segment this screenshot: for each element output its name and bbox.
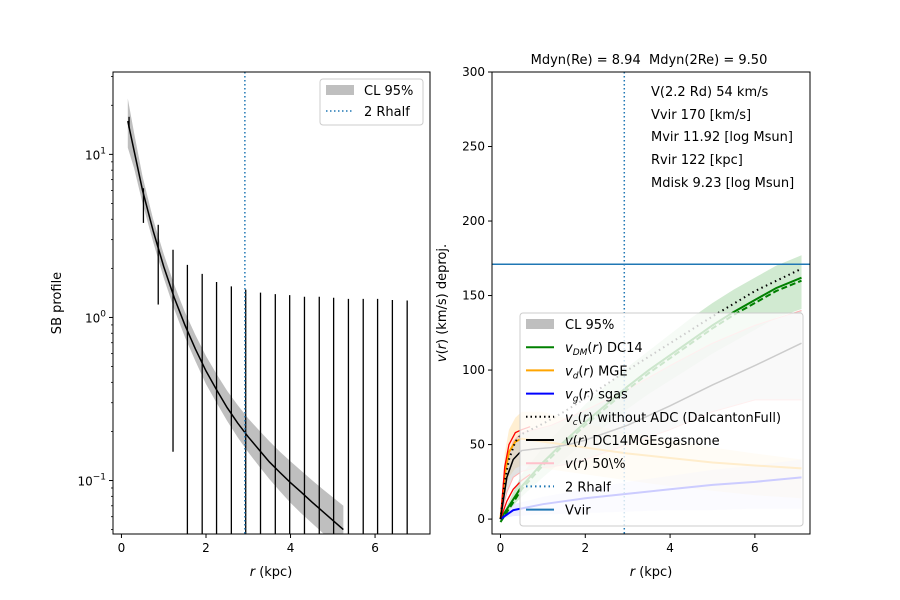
left-xlabel-var: r bbox=[250, 565, 257, 580]
right-y-tick-label: 100 bbox=[462, 363, 485, 377]
annotation-rvir: Rvir 122 [kpc] bbox=[651, 153, 743, 168]
left-y-tick-label: 100 bbox=[85, 309, 106, 325]
legend-entry-label: v(r) 50\% bbox=[565, 457, 626, 472]
left-x-axis-label: r (kpc) bbox=[250, 565, 293, 580]
right-y-tick-label: 300 bbox=[462, 65, 485, 79]
left-xlabel-unit: (kpc) bbox=[255, 565, 292, 580]
left-legend: CL 95% 2 Rhalf bbox=[319, 78, 424, 126]
legend-entry-label: Vvir bbox=[565, 504, 591, 519]
legend-entry-label: vDM(r) DC14 bbox=[565, 341, 643, 358]
right-xlabel-var: r bbox=[630, 565, 637, 580]
legend-entry-label: vc(r) without ADC (DalcantonFull) bbox=[565, 411, 781, 428]
left-x-tick-label: 0 bbox=[118, 541, 126, 555]
left-y-tick-label: 10−1 bbox=[77, 473, 106, 489]
right-x-axis-label: r (kpc) bbox=[630, 565, 673, 580]
legend-entry-label: vd(r) MGE bbox=[565, 364, 628, 381]
annotation-vvir: Vvir 170 [km/s] bbox=[651, 108, 751, 123]
sb-profile-panel: 0 2 4 6 10−1 100 101 SB profile r (kpc) CL 95%… bbox=[50, 71, 431, 580]
annotation-mvir: Mvir 11.92 [log Msun] bbox=[651, 130, 793, 145]
left-legend-cl-swatch bbox=[326, 85, 354, 95]
legend-entry-label: v(r) DC14MGEsgasnone bbox=[565, 434, 720, 449]
legend-entry-label: CL 95% bbox=[565, 318, 614, 333]
right-title: Mdyn(Re) = 8.94 Mdyn(2Re) = 9.50 bbox=[531, 53, 768, 68]
right-x-tick-label: 4 bbox=[666, 541, 674, 555]
legend-entry-label: vg(r) sgas bbox=[565, 388, 628, 405]
left-y-axis-label: SB profile bbox=[50, 272, 65, 334]
right-y-tick-label: 0 bbox=[477, 512, 485, 526]
right-y-axis-label: v(r) (km/s) deproj. bbox=[435, 244, 450, 362]
left-x-tick-label: 6 bbox=[371, 541, 379, 555]
right-y-tick-label: 50 bbox=[470, 438, 485, 452]
legend-entry-label: 2 Rhalf bbox=[565, 480, 611, 495]
right-legend-box bbox=[519, 312, 804, 527]
right-x-tick-label: 0 bbox=[497, 541, 505, 555]
right-annotations: V(2.2 Rd) 54 km/s Vvir 170 [km/s] Mvir 1… bbox=[651, 85, 794, 191]
left-x-tick-label: 4 bbox=[287, 541, 295, 555]
left-x-tick-label: 2 bbox=[202, 541, 210, 555]
legend-swatch-patch bbox=[526, 319, 554, 329]
right-y-tick-label: 150 bbox=[462, 289, 485, 303]
right-legend: CL 95% vDM(r) DC14 vd(r) MGE vg(r) sgas vc(r… bbox=[519, 312, 804, 527]
left-axes-frame bbox=[112, 71, 431, 535]
right-axes-frame bbox=[491, 71, 811, 535]
left-legend-cl-label: CL 95% bbox=[364, 84, 413, 99]
vc-dalcanton-curve bbox=[499, 267, 802, 520]
sb-confidence-band bbox=[127, 98, 344, 534]
right-y-tick-label: 250 bbox=[462, 140, 485, 154]
annotation-mdisk: Mdisk 9.23 [log Msun] bbox=[651, 176, 794, 191]
annotation-v22rd: V(2.2 Rd) 54 km/s bbox=[651, 85, 769, 100]
left-legend-rhalf-label: 2 Rhalf bbox=[364, 105, 410, 120]
right-x-tick-label: 2 bbox=[581, 541, 589, 555]
rotation-curve-panel: Mdyn(Re) = 8.94 Mdyn(2Re) = 9.50 0 2 4 6 0 50… bbox=[435, 53, 811, 580]
left-y-tick-label: 101 bbox=[85, 146, 106, 162]
sb-model-curve bbox=[127, 120, 344, 531]
right-y-tick-label: 200 bbox=[462, 214, 485, 228]
right-xlabel-unit: (kpc) bbox=[635, 565, 672, 580]
right-x-tick-label: 6 bbox=[751, 541, 759, 555]
